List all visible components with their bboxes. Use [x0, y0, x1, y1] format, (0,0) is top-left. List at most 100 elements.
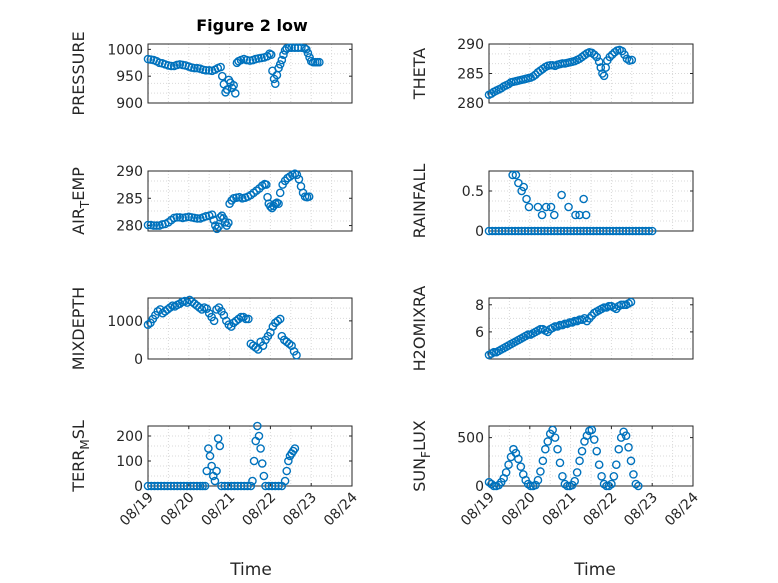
- data-point: [166, 61, 176, 71]
- y-tick-label: 280: [116, 219, 143, 235]
- data-point: [284, 456, 293, 466]
- data-point: [611, 460, 621, 470]
- data-point: [280, 176, 290, 186]
- data-point: [274, 199, 283, 209]
- data-point: [290, 444, 300, 453]
- y-tick-label: 0.5: [462, 184, 484, 200]
- figure-title: Figure 2 low: [196, 16, 308, 35]
- y-axis-label-main: TERR: [69, 450, 88, 493]
- data-point: [564, 202, 573, 212]
- data-point: [597, 472, 606, 481]
- data-point: [589, 50, 599, 59]
- data-point: [224, 320, 234, 329]
- panel-pressure: 900 950 1000 PRESSURE: [69, 31, 353, 116]
- data-point: [197, 305, 207, 314]
- data-point: [626, 456, 636, 466]
- data-point: [198, 481, 207, 491]
- x-axis-label-right: Time: [573, 560, 616, 580]
- y-axis-label-rest: LUX: [410, 420, 429, 451]
- data-point: [594, 57, 604, 67]
- x-tick-label: 08/23: [280, 490, 320, 530]
- data-point: [604, 301, 614, 311]
- data-point: [531, 480, 540, 490]
- data-point: [224, 218, 233, 228]
- data-point: [284, 339, 294, 349]
- x-tick-label: 08/19: [117, 490, 157, 530]
- data-point: [516, 462, 526, 471]
- axes-box: [488, 43, 694, 104]
- data-point: [195, 481, 205, 491]
- y-tick-label: 0: [134, 479, 143, 495]
- data-point: [282, 466, 292, 476]
- y-axis-label-main: PRESSURE: [69, 31, 88, 115]
- data-point: [143, 320, 153, 329]
- data-point: [244, 314, 253, 324]
- x-tick-label: 08/21: [540, 490, 580, 530]
- y-tick-label: 280: [457, 96, 484, 112]
- y-axis-label-main: THETA: [410, 48, 429, 100]
- data-point: [202, 304, 212, 313]
- data-point: [297, 43, 306, 53]
- data-point: [273, 316, 283, 326]
- data-point: [192, 481, 202, 491]
- data-point: [212, 224, 222, 234]
- data-point: [212, 466, 221, 476]
- data-point: [207, 210, 217, 219]
- data-point: [275, 60, 285, 69]
- data-point: [215, 441, 225, 451]
- data-point: [259, 471, 269, 481]
- data-point: [619, 300, 628, 310]
- y-tick-label: 285: [116, 191, 143, 207]
- data-point: [519, 182, 528, 192]
- axes-box: [147, 425, 353, 487]
- data-point: [501, 468, 511, 477]
- data-point: [604, 481, 614, 491]
- data-point: [627, 55, 637, 65]
- data-point: [631, 479, 641, 489]
- data-point: [533, 475, 543, 485]
- data-point: [622, 54, 632, 64]
- y-axis-label: RAINFALL: [410, 164, 429, 239]
- data-point: [222, 85, 232, 94]
- data-point: [256, 444, 265, 453]
- y-tick-label: 0: [475, 224, 484, 240]
- data-point: [589, 435, 599, 444]
- data-point: [248, 476, 257, 486]
- x-axis-label-left: Time: [229, 560, 272, 580]
- data-point: [546, 202, 556, 212]
- data-point: [550, 433, 560, 442]
- data-point: [548, 425, 557, 435]
- y-tick-label: 1000: [107, 314, 143, 330]
- data-point: [303, 48, 313, 58]
- data-point: [272, 198, 282, 207]
- data-point: [216, 62, 225, 72]
- data-point: [592, 446, 602, 456]
- data-point: [626, 297, 636, 307]
- data-point: [528, 72, 538, 81]
- y-axis-label-subscript: T: [78, 200, 92, 209]
- data-point: [536, 467, 545, 476]
- data-point: [315, 57, 324, 67]
- data-point: [266, 50, 276, 60]
- data-point: [265, 49, 274, 58]
- data-point: [587, 48, 597, 58]
- y-axis-label-main: RAINFALL: [410, 164, 429, 239]
- data-point: [644, 226, 654, 236]
- x-tick-label: 08/22: [580, 490, 620, 530]
- y-tick-label: 285: [457, 67, 484, 83]
- x-tick-label: 08/19: [458, 490, 498, 530]
- data-point: [205, 451, 215, 461]
- data-point: [504, 460, 513, 470]
- data-point: [292, 170, 302, 180]
- data-point: [634, 481, 643, 491]
- data-point: [553, 444, 562, 454]
- y-tick-label: 8: [475, 298, 484, 314]
- data-point: [571, 210, 580, 220]
- panel-rainfall: 0 0.5 RAINFALL: [410, 164, 694, 240]
- data-point: [241, 314, 251, 324]
- y-tick-label: 1000: [107, 42, 143, 58]
- panel-theta: 280 285 290 THETA: [410, 37, 694, 112]
- data-point: [629, 470, 638, 479]
- data-point: [572, 468, 582, 477]
